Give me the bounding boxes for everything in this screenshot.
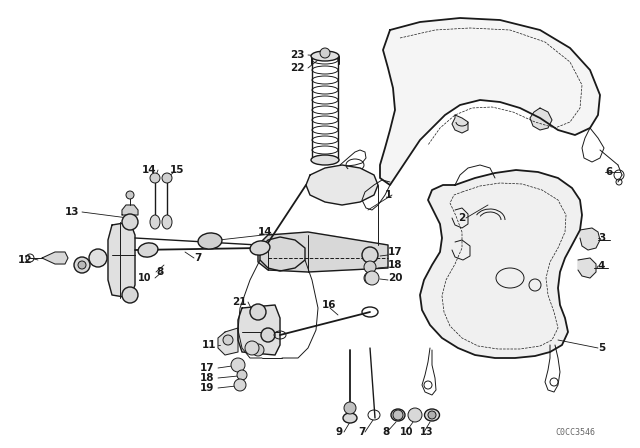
Text: 4: 4 — [598, 261, 605, 271]
Polygon shape — [260, 237, 305, 271]
Text: 14: 14 — [258, 227, 273, 237]
Ellipse shape — [198, 233, 222, 249]
Polygon shape — [108, 222, 135, 298]
Polygon shape — [218, 328, 238, 355]
Circle shape — [362, 247, 378, 263]
Circle shape — [344, 402, 356, 414]
Text: 13: 13 — [420, 427, 433, 437]
Ellipse shape — [162, 215, 172, 229]
Ellipse shape — [311, 51, 339, 61]
Polygon shape — [530, 108, 552, 130]
Ellipse shape — [250, 241, 270, 255]
Ellipse shape — [150, 215, 160, 229]
Text: 11: 11 — [202, 340, 216, 350]
Text: C0CC3546: C0CC3546 — [555, 427, 595, 436]
Text: 15: 15 — [170, 165, 184, 175]
Circle shape — [245, 341, 259, 355]
Circle shape — [126, 191, 134, 199]
Circle shape — [237, 370, 247, 380]
Text: 21: 21 — [232, 297, 246, 307]
Polygon shape — [380, 18, 600, 185]
Polygon shape — [452, 115, 468, 133]
Text: 8: 8 — [382, 427, 389, 437]
Text: 20: 20 — [388, 273, 403, 283]
Text: 23: 23 — [290, 50, 305, 60]
Text: 2: 2 — [458, 213, 465, 223]
Ellipse shape — [343, 413, 357, 423]
Circle shape — [250, 304, 266, 320]
Circle shape — [363, 248, 377, 262]
Circle shape — [261, 328, 275, 342]
Text: 6: 6 — [605, 167, 612, 177]
Text: 22: 22 — [290, 63, 305, 73]
Circle shape — [223, 335, 233, 345]
Text: 9: 9 — [336, 427, 343, 437]
Text: 16: 16 — [322, 300, 337, 310]
Circle shape — [231, 358, 245, 372]
Ellipse shape — [138, 243, 158, 257]
Ellipse shape — [391, 409, 405, 421]
Polygon shape — [122, 205, 138, 215]
Circle shape — [162, 173, 172, 183]
Text: 3: 3 — [598, 233, 605, 243]
Ellipse shape — [311, 155, 339, 165]
Text: 12: 12 — [18, 255, 33, 265]
Circle shape — [408, 408, 422, 422]
Circle shape — [364, 272, 376, 284]
Circle shape — [122, 287, 138, 303]
Text: 1: 1 — [385, 190, 392, 200]
Text: 7: 7 — [194, 253, 202, 263]
Circle shape — [150, 173, 160, 183]
Circle shape — [234, 379, 246, 391]
Circle shape — [364, 261, 376, 273]
Circle shape — [428, 411, 436, 419]
Text: 19: 19 — [200, 383, 214, 393]
Polygon shape — [420, 170, 582, 358]
Circle shape — [89, 249, 107, 267]
Text: 18: 18 — [200, 373, 214, 383]
Polygon shape — [42, 252, 68, 264]
Circle shape — [122, 214, 138, 230]
Text: 10: 10 — [138, 273, 152, 283]
Text: 17: 17 — [388, 247, 403, 257]
Circle shape — [74, 257, 90, 273]
Text: 14: 14 — [142, 165, 157, 175]
Circle shape — [365, 271, 379, 285]
Text: 7: 7 — [358, 427, 365, 437]
Text: 8: 8 — [156, 267, 163, 277]
Text: 18: 18 — [388, 260, 403, 270]
Text: 10: 10 — [400, 427, 413, 437]
Text: 17: 17 — [200, 363, 214, 373]
Circle shape — [393, 410, 403, 420]
Text: 5: 5 — [598, 343, 605, 353]
Circle shape — [365, 263, 375, 273]
Polygon shape — [580, 228, 600, 250]
Text: 13: 13 — [65, 207, 79, 217]
Polygon shape — [306, 165, 378, 205]
Polygon shape — [578, 258, 596, 278]
Circle shape — [78, 261, 86, 269]
Polygon shape — [238, 305, 280, 355]
Circle shape — [252, 344, 264, 356]
Ellipse shape — [424, 409, 440, 421]
Circle shape — [320, 48, 330, 58]
Polygon shape — [258, 232, 388, 272]
